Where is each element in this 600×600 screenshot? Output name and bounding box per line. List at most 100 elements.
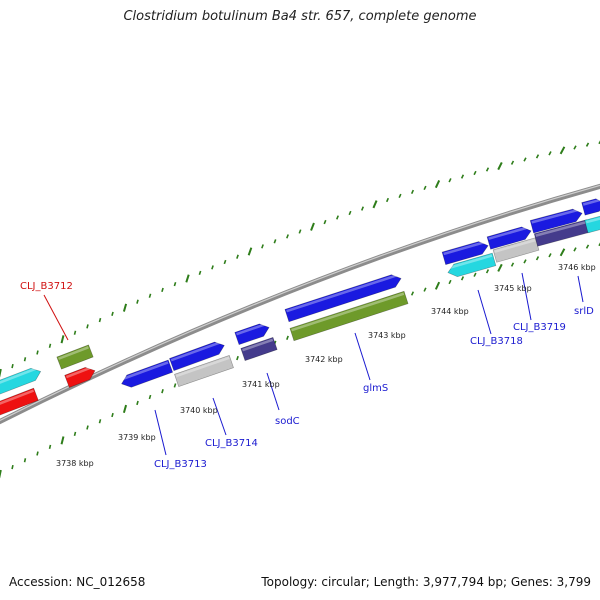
cds-feature-shine	[291, 292, 405, 332]
cds-feature-shine	[531, 208, 581, 224]
tick-mark	[336, 215, 339, 220]
tick-mark	[173, 281, 177, 287]
cds-feature-body	[486, 226, 532, 250]
tick-mark	[136, 400, 139, 406]
tick-mark	[236, 355, 239, 361]
tick-mark	[323, 219, 327, 225]
tick-mark	[423, 185, 427, 191]
tick-mark	[185, 274, 190, 283]
cds-feature-body	[0, 387, 39, 420]
cds-feature-shine	[582, 198, 600, 206]
kbp-label: 3746 kbp	[558, 263, 596, 272]
tick-mark	[48, 444, 52, 450]
tick-mark	[510, 160, 515, 165]
cds-feature	[240, 336, 278, 362]
tick-mark	[298, 229, 302, 234]
tick-mark	[360, 206, 365, 211]
cds-feature	[56, 344, 94, 370]
tick-mark	[585, 244, 590, 249]
tick-mark	[136, 299, 139, 304]
cds-feature-body	[56, 344, 94, 370]
label-connector	[212, 397, 227, 436]
tick-mark	[398, 193, 402, 199]
cds-feature	[284, 273, 402, 323]
tick-mark	[410, 291, 415, 296]
cds-feature-body	[284, 274, 402, 323]
cds-feature	[120, 359, 174, 388]
cds-feature-shine	[0, 366, 39, 394]
kbp-label: 3742 kbp	[305, 355, 343, 364]
cds-feature	[447, 252, 497, 277]
cds-feature-body	[441, 241, 489, 265]
label-connector	[43, 294, 69, 341]
tick-mark	[0, 469, 2, 479]
tick-mark	[523, 157, 527, 162]
tick-mark	[98, 317, 102, 323]
cds-feature-shine	[65, 365, 93, 379]
genome-summary-text: Topology: circular; Length: 3,977,794 bp…	[261, 575, 591, 589]
gene-label-clj-b3714[interactable]: CLJ_B3714	[205, 438, 258, 449]
feature-track	[0, 198, 600, 420]
label-connector	[521, 272, 532, 321]
cds-feature	[0, 366, 42, 403]
cds-feature-shine	[286, 273, 400, 313]
cds-feature	[584, 214, 600, 234]
tick-mark	[11, 464, 14, 470]
tick-mark	[286, 335, 289, 340]
label-connector	[154, 409, 167, 456]
kbp-label: 3738 kbp	[56, 459, 94, 468]
cds-feature	[174, 355, 234, 387]
kbp-label: 3739 kbp	[118, 433, 156, 442]
tick-mark	[86, 324, 89, 329]
cds-feature	[529, 208, 583, 234]
tick-mark	[559, 248, 566, 257]
gene-label-clj-b3718[interactable]: CLJ_B3718	[470, 336, 523, 347]
cds-feature-body	[581, 198, 600, 216]
cds-feature-shine	[0, 389, 34, 413]
gene-label-clj-b3719[interactable]: CLJ_B3719	[513, 322, 566, 333]
cds-feature-body	[529, 208, 583, 234]
cds-feature-shine	[170, 340, 223, 362]
position-labels: 3738 kbp 3739 kbp 3740 kbp 3741 kbp 3742…	[56, 263, 596, 468]
tick-mark	[310, 222, 315, 231]
tick-mark	[0, 368, 2, 378]
cds-feature-shine	[585, 216, 600, 224]
tick-mark	[448, 279, 452, 285]
tick-mark	[460, 276, 465, 281]
cds-feature-body	[169, 341, 225, 372]
label-connector	[266, 372, 280, 411]
kbp-label: 3740 kbp	[180, 406, 218, 415]
cds-feature-body	[174, 355, 234, 387]
cds-feature-body	[584, 214, 600, 234]
tick-mark	[598, 242, 600, 247]
cds-feature-body	[240, 336, 278, 362]
cds-feature	[492, 237, 540, 263]
cds-feature-shine	[535, 220, 587, 237]
cds-feature-body	[0, 367, 42, 403]
tick-mark	[161, 389, 164, 394]
tick-mark	[23, 357, 27, 362]
gene-label-srld[interactable]: srlD	[574, 306, 594, 317]
kbp-label: 3741 kbp	[242, 380, 280, 389]
cds-feature-shine	[58, 346, 89, 360]
tick-mark	[247, 247, 253, 256]
tick-mark	[497, 162, 503, 171]
tick-mark	[73, 330, 77, 335]
gene-label-clj-b3713[interactable]: CLJ_B3713	[154, 459, 207, 470]
label-connector	[477, 289, 492, 335]
cds-feature-shine	[242, 338, 274, 352]
tick-mark	[23, 458, 27, 463]
gene-label-glms[interactable]: glmS	[363, 383, 388, 394]
genome-backbone-highlight	[0, 184, 600, 422]
tick-mark	[548, 253, 552, 258]
cds-feature-shine	[120, 361, 169, 381]
tick-mark	[385, 197, 390, 203]
gene-label-clj-b3712[interactable]: CLJ_B3712	[20, 281, 73, 292]
tick-mark	[510, 262, 515, 267]
tick-mark	[286, 234, 289, 239]
inner-tick-track	[0, 242, 600, 479]
tick-mark	[60, 335, 65, 344]
gene-label-sodc[interactable]: sodC	[275, 416, 300, 427]
accession-text: Accession: NC_012658	[9, 575, 146, 589]
